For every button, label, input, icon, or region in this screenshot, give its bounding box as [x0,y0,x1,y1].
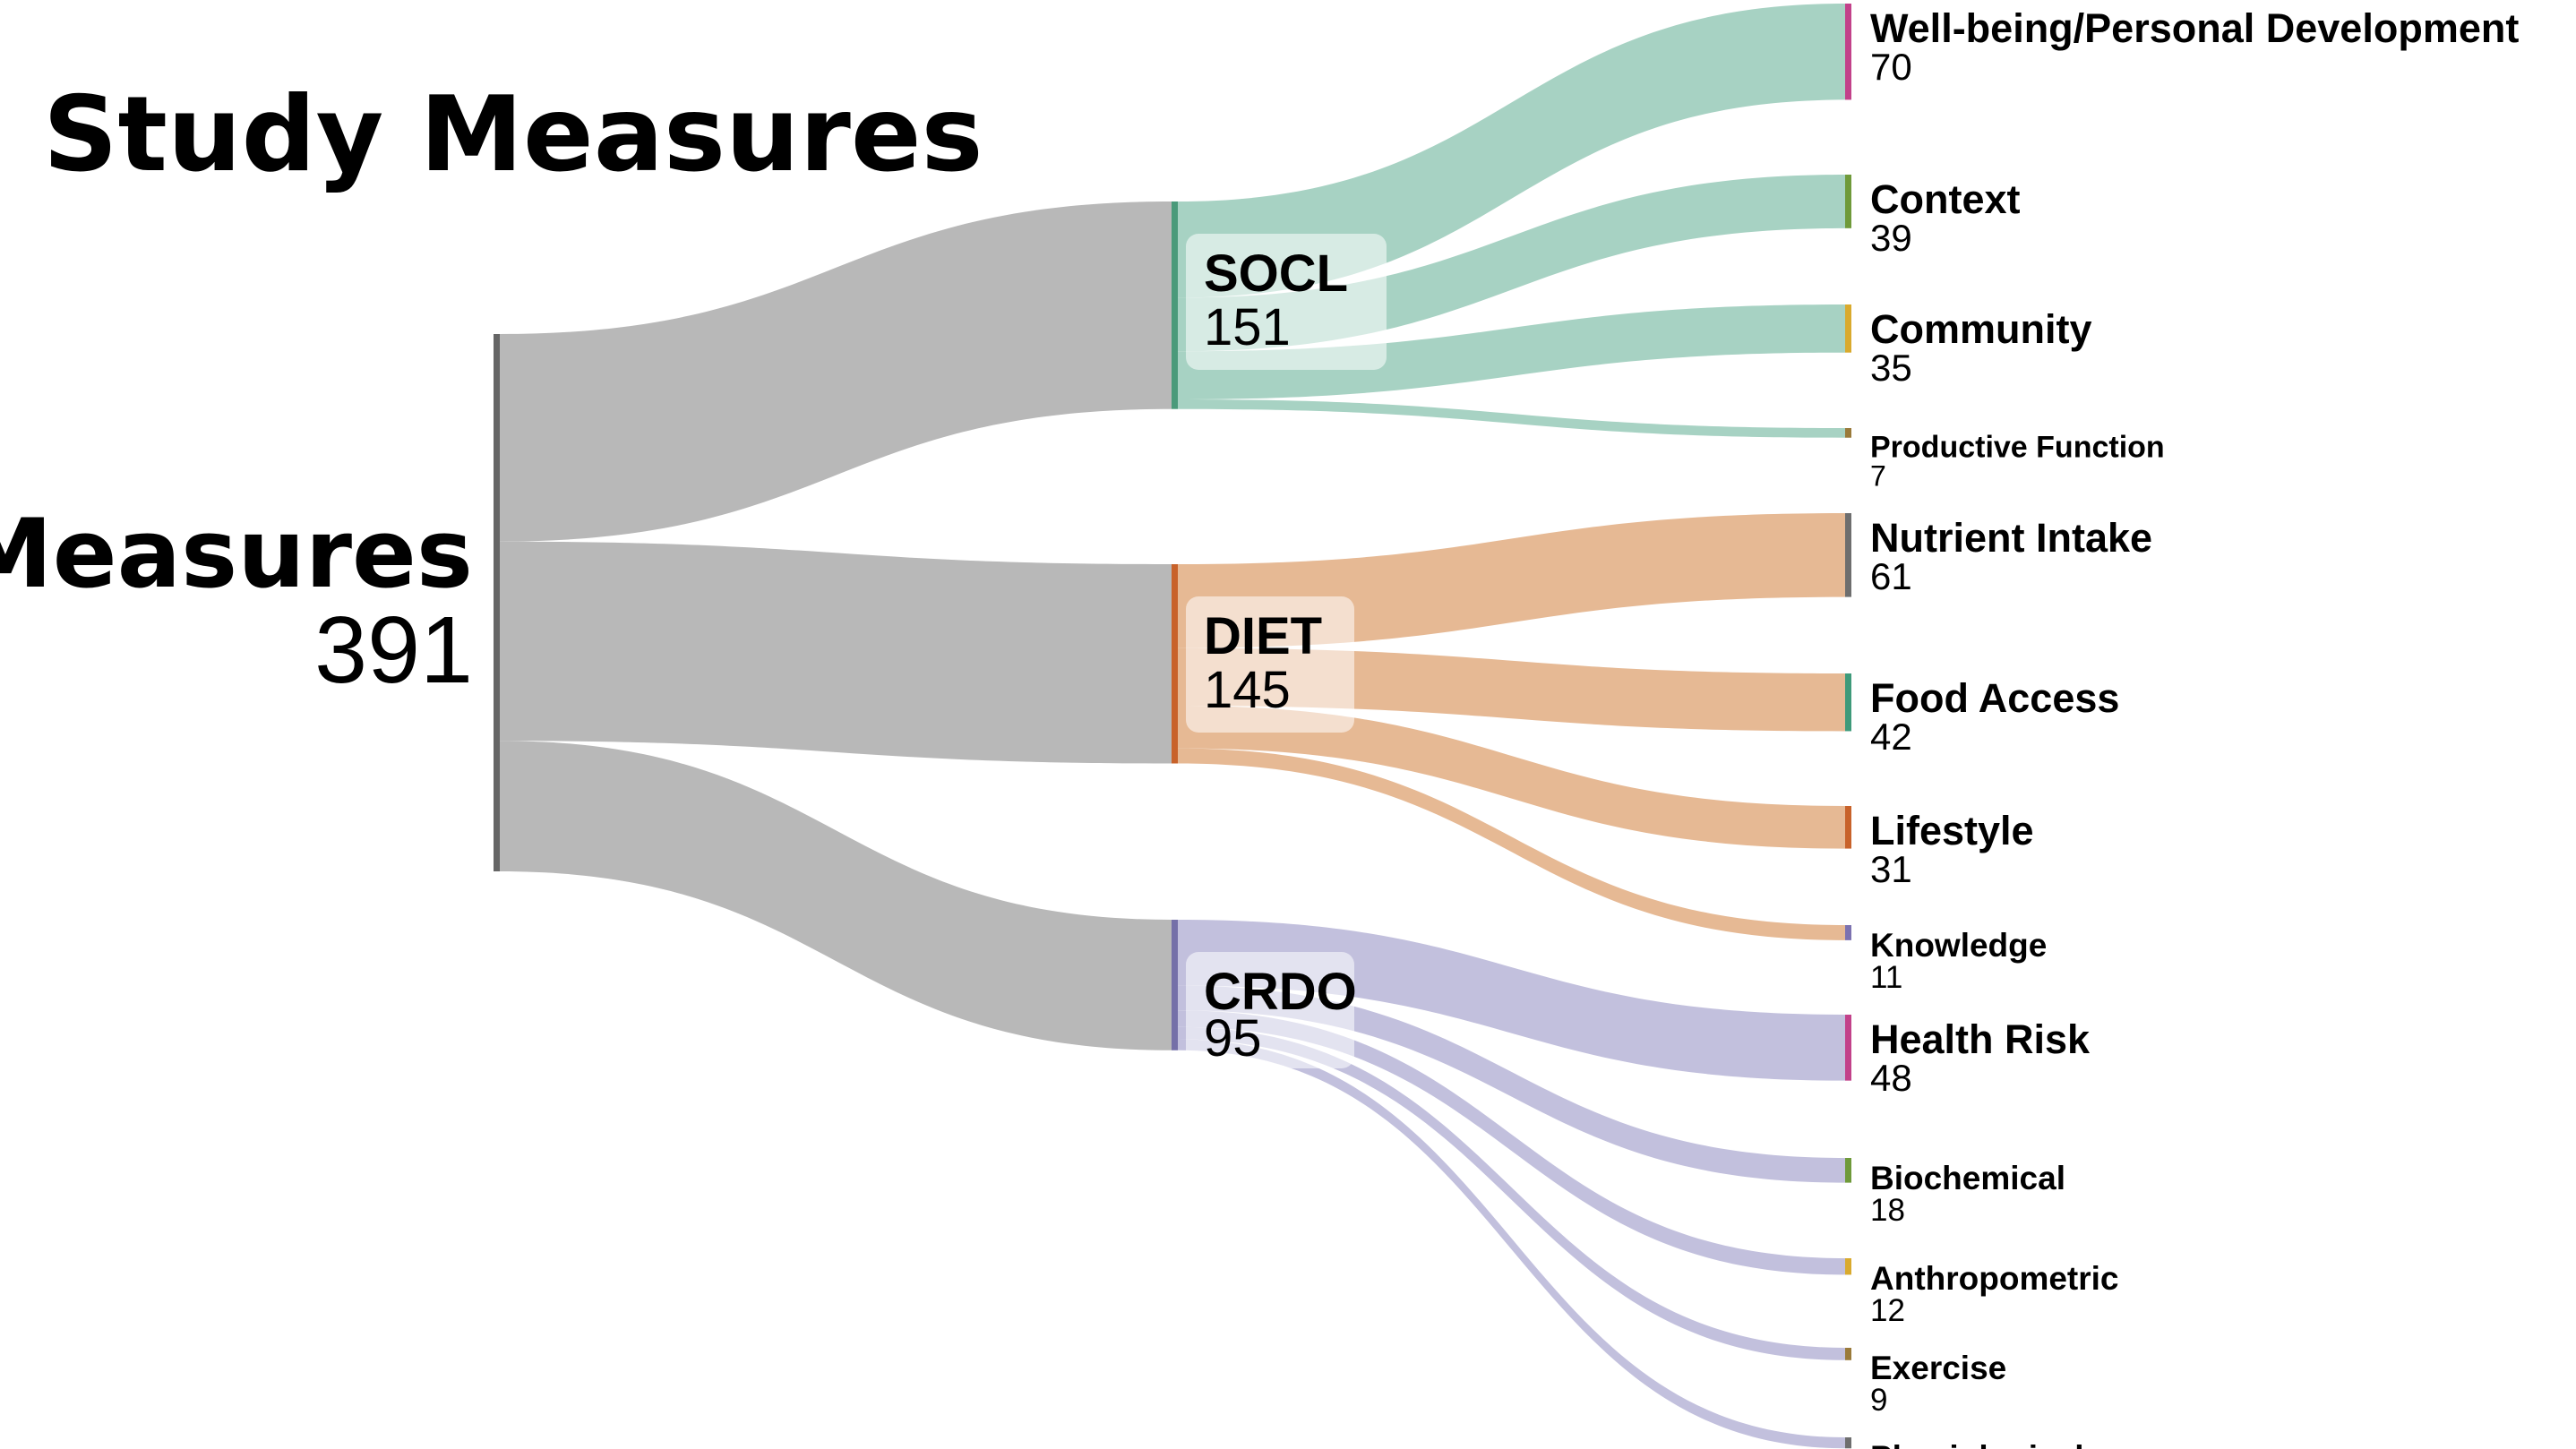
node-bar-exercise [1845,1348,1851,1360]
flow-links [500,4,1845,1449]
node-label-diet: DIET [1204,607,1322,665]
node-bar-biochemical [1845,1158,1851,1183]
node-value-lifestyle: 31 [1870,848,1912,890]
node-label-box-crdo [1186,952,1354,1068]
node-label-productive-function: Productive Function [1870,430,2165,464]
node-label-physiological: Physiological [1870,1439,2084,1449]
node-label-box-diet [1186,596,1354,733]
node-value-exercise: 9 [1870,1383,1887,1418]
link-diet-lifestyle [1178,706,1845,849]
link-crdo-anthropometric [1178,1010,1845,1275]
nodes [494,4,1851,1449]
node-label-anthropometric: Anthropometric [1870,1260,2119,1297]
node-bar-anthropometric [1845,1258,1851,1275]
node-bar-knowledge [1845,925,1851,940]
link-measures-socl [500,201,1172,542]
node-label-exercise: Exercise [1870,1350,2006,1386]
node-label-well-being-personal-development: Well-being/Personal Development [1870,5,2519,51]
node-label-measures: Measures [0,499,473,609]
link-crdo-physiological [1178,1039,1845,1449]
node-bar-measures [494,334,500,871]
node-bar-well-being-personal-development [1845,4,1851,100]
node-bar-food-access [1845,673,1851,732]
node-label-lifestyle: Lifestyle [1870,808,2034,853]
node-value-knowledge: 11 [1870,960,1902,995]
node-label-box-socl [1186,234,1387,370]
node-label-biochemical: Biochemical [1870,1160,2065,1196]
node-value-socl: 151 [1204,298,1291,356]
node-label-socl: SOCL [1204,244,1348,303]
node-value-anthropometric: 12 [1870,1293,1905,1328]
node-label-nutrient-intake: Nutrient Intake [1870,515,2152,561]
node-bar-socl [1172,201,1178,409]
node-value-nutrient-intake: 61 [1870,555,1912,597]
link-crdo-biochemical [1178,985,1845,1183]
chart-title: Study Measures [43,74,983,195]
node-value-context: 39 [1870,217,1912,259]
node-bar-lifestyle [1845,806,1851,849]
link-diet-knowledge [1178,748,1845,940]
link-socl-productive-function [1178,399,1845,438]
node-bar-health-risk [1845,1015,1851,1081]
node-value-productive-function: 7 [1870,459,1886,492]
node-bar-physiological [1845,1437,1851,1449]
node-bar-crdo [1172,920,1178,1050]
node-value-biochemical: 18 [1870,1193,1905,1228]
node-label-food-access: Food Access [1870,675,2119,721]
link-crdo-exercise [1178,1026,1845,1360]
node-bar-community [1845,304,1851,353]
link-socl-community [1178,304,1845,399]
node-bar-productive-function [1845,428,1851,438]
node-bar-diet [1172,564,1178,764]
node-value-health-risk: 48 [1870,1057,1912,1099]
node-value-community: 35 [1870,347,1912,389]
node-value-diet: 145 [1204,661,1291,719]
node-value-measures: 391 [314,597,473,703]
node-label-community: Community [1870,306,2092,352]
node-value-well-being-personal-development: 70 [1870,46,1912,88]
node-label-knowledge: Knowledge [1870,927,2047,964]
node-label-health-risk: Health Risk [1870,1016,2091,1062]
node-bar-context [1845,175,1851,228]
link-measures-diet [500,541,1172,764]
node-label-crdo: CRDO [1204,963,1357,1021]
link-socl-well-being-personal-development [1178,4,1845,298]
node-value-crdo: 95 [1204,1009,1262,1067]
link-measures-crdo [500,741,1172,1050]
node-bar-nutrient-intake [1845,513,1851,597]
node-label-context: Context [1870,176,2021,222]
node-value-food-access: 42 [1870,716,1912,758]
